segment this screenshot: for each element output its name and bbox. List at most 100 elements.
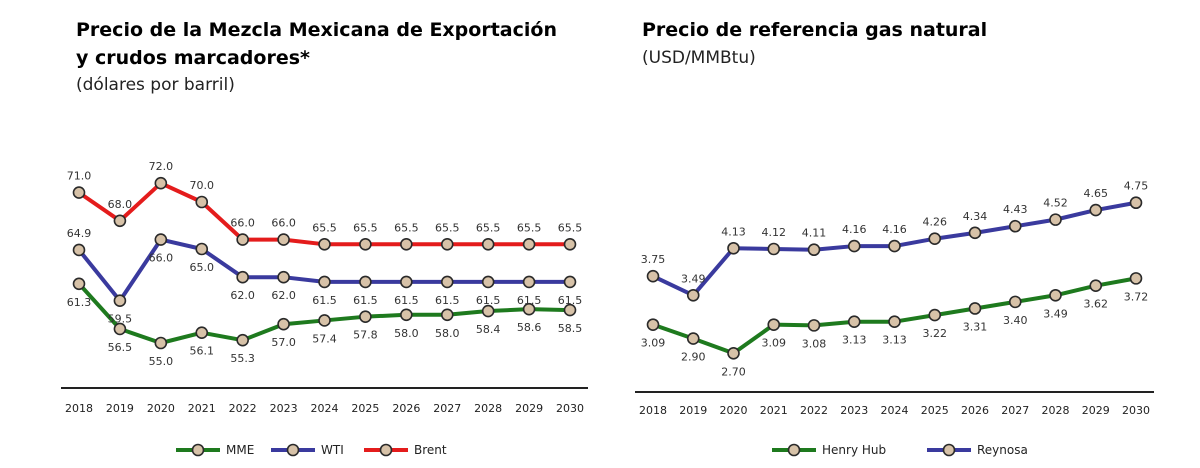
data-point (236, 270, 249, 284)
data-point (727, 241, 740, 255)
data-label: 65.5 (558, 221, 583, 234)
x-tick-label: 2021 (760, 404, 788, 417)
x-tick-label: 2020 (720, 404, 748, 417)
x-tick-label: 2022 (229, 402, 257, 415)
data-label: 3.31 (963, 320, 988, 333)
data-point (481, 238, 495, 251)
data-label: 4.34 (963, 210, 988, 223)
data-point (563, 275, 577, 289)
data-label: 61.5 (353, 294, 378, 307)
data-label: 3.49 (681, 272, 706, 285)
data-label: 58.4 (476, 323, 501, 336)
data-label: 56.1 (190, 345, 215, 358)
data-label: 56.5 (108, 341, 133, 354)
x-tick-label: 2024 (311, 402, 339, 415)
data-point (522, 275, 536, 289)
data-label: 2.90 (681, 351, 706, 364)
data-point (888, 315, 901, 329)
legend-item-mme: MME (176, 443, 254, 457)
data-label: 3.49 (1043, 307, 1068, 320)
data-label: 71.0 (67, 170, 92, 183)
data-point (154, 233, 168, 246)
data-label: 4.52 (1043, 197, 1068, 210)
data-label: 70.0 (190, 179, 215, 192)
data-label: 66.0 (271, 217, 296, 230)
data-label: 4.16 (882, 223, 907, 236)
x-tick-label: 2021 (188, 402, 216, 415)
legend-label: Henry Hub (822, 443, 886, 457)
x-tick-label: 2028 (474, 402, 502, 415)
data-label: 58.0 (394, 327, 419, 340)
series-line (77, 181, 570, 247)
data-label: 61.5 (394, 294, 419, 307)
x-tick-label: 2029 (1082, 404, 1110, 417)
legend-swatch-marker (286, 443, 300, 457)
data-point (113, 322, 127, 336)
x-tick-label: 2027 (1001, 404, 1029, 417)
x-tick-label: 2023 (270, 402, 298, 415)
data-label: 57.0 (271, 336, 296, 349)
data-point (563, 303, 577, 317)
data-point (277, 270, 290, 284)
legend-item-brent: Brent (364, 443, 447, 457)
data-label: 58.5 (558, 322, 583, 335)
data-point (686, 332, 700, 345)
data-label: 65.0 (190, 261, 215, 274)
legend-label: Reynosa (977, 443, 1028, 457)
data-label: 57.4 (312, 332, 337, 345)
data-point (154, 336, 168, 350)
data-point (318, 314, 331, 327)
x-tick-label: 2030 (556, 402, 584, 415)
series-brent: 71.0 68.0 72.0 70.0 66.0 66.0 65.5 65.5 65.5 65.5… (67, 160, 583, 251)
data-point (72, 186, 86, 199)
chart-subtitle: (USD/MMBtu) (642, 48, 756, 68)
data-label: 57.8 (353, 329, 378, 342)
data-point (767, 318, 781, 331)
data-label: 61.3 (67, 296, 92, 309)
data-label: 62.0 (230, 289, 255, 302)
data-label: 59.5 (108, 313, 133, 326)
data-point (400, 275, 413, 289)
data-point (1008, 219, 1022, 233)
data-label: 3.09 (762, 337, 787, 350)
data-point (807, 319, 821, 332)
data-point (968, 226, 982, 240)
data-point (318, 275, 331, 289)
data-point (847, 239, 861, 253)
data-label: 61.5 (517, 294, 542, 307)
data-point (113, 214, 127, 228)
legend-item-reynosa: Reynosa (927, 443, 1028, 457)
data-point (1089, 203, 1103, 217)
data-point (847, 315, 861, 329)
series-reynosa: 3.75 3.49 4.13 4.12 4.11 4.16 4.16 4.26 4.34 4.43… (641, 180, 1148, 302)
data-point (195, 195, 209, 209)
data-label: 55.0 (149, 355, 174, 368)
legend-label: Brent (414, 443, 447, 457)
data-point (1049, 288, 1062, 302)
data-point (440, 308, 454, 322)
x-tick-label: 2023 (840, 404, 868, 417)
x-tick-label: 2018 (65, 402, 93, 415)
series-mme: 61.3 56.5 55.0 56.1 55.3 57.0 57.4 57.8 58.0 58.0… (67, 277, 583, 368)
data-point (195, 242, 209, 256)
data-point (1089, 279, 1103, 293)
data-label: 3.08 (802, 337, 827, 350)
legend-label: MME (226, 443, 254, 457)
data-label: 61.5 (312, 294, 337, 307)
data-point (72, 277, 86, 291)
legend-swatch-marker (191, 443, 205, 457)
data-label: 4.65 (1084, 187, 1109, 200)
data-point (646, 269, 660, 283)
data-label: 55.3 (230, 352, 255, 365)
x-tick-label: 2026 (392, 402, 420, 415)
data-label: 3.40 (1003, 314, 1028, 327)
data-point (400, 238, 413, 251)
data-point (522, 238, 536, 251)
data-point (113, 294, 127, 308)
data-point (440, 275, 454, 289)
data-label: 4.13 (721, 225, 746, 238)
data-point (646, 318, 660, 331)
chart-subtitle: (dólares por barril) (76, 75, 235, 95)
data-label: 65.5 (435, 221, 460, 234)
x-tick-label: 2027 (433, 402, 461, 415)
